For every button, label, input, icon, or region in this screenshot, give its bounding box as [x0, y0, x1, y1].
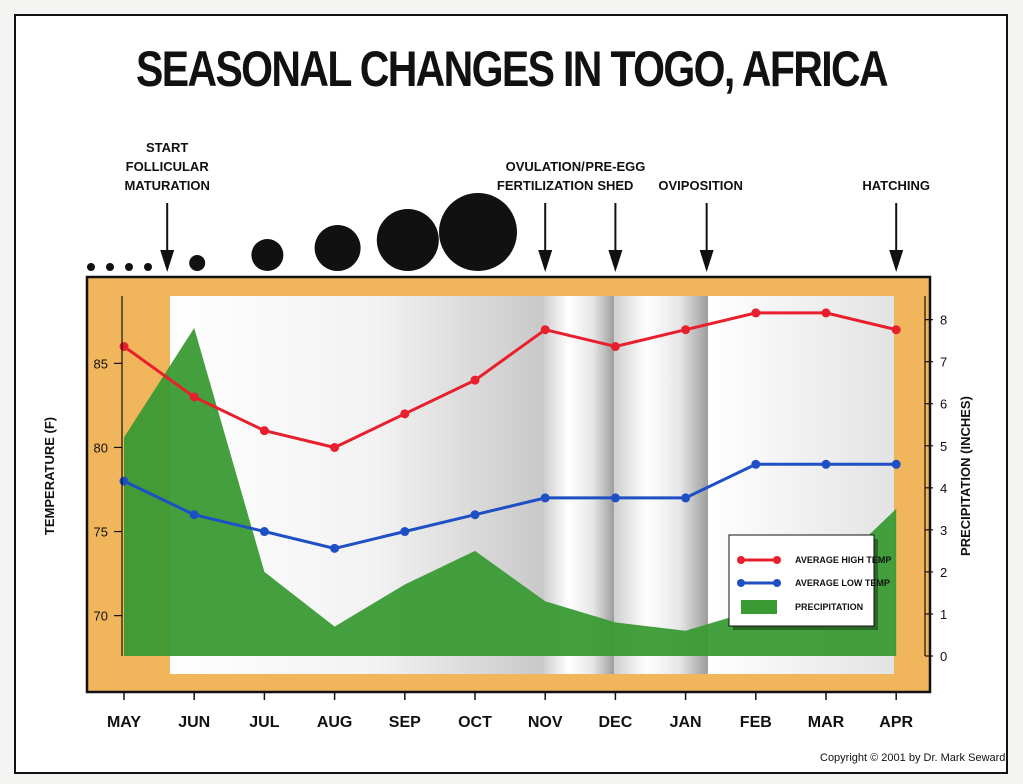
- x-tick-label: JAN: [670, 714, 702, 731]
- follicle-circle: [251, 239, 284, 271]
- follicle-dot: [87, 263, 95, 271]
- high-temp-point: [821, 308, 831, 318]
- low-temp-point: [470, 510, 480, 520]
- event-label: PRE-EGG SHED: [585, 157, 645, 195]
- event-label-line: START: [145, 140, 189, 155]
- event-arrow-head: [699, 250, 714, 272]
- y2-tick-label: 1: [940, 607, 947, 622]
- x-tick-label: OCT: [458, 714, 492, 731]
- event-label: HATCHING: [862, 176, 930, 195]
- y2-tick-label: 2: [940, 565, 947, 580]
- y2-tick-label: 5: [940, 439, 947, 454]
- high-temp-point: [751, 308, 761, 318]
- follicle-circle: [376, 209, 439, 271]
- y2-tick-label: 3: [940, 523, 947, 538]
- low-temp-point: [189, 510, 199, 520]
- event-label: OVULATION/FERTILIZATION: [497, 157, 594, 195]
- follicle-circles: [87, 193, 517, 271]
- y-axis-title: TEMPERATURE (F): [42, 417, 57, 535]
- y-tick-label: 85: [94, 356, 108, 371]
- legend: AVERAGE HIGH TEMP AVERAGE LOW TEMP PRECIPI…: [728, 534, 891, 630]
- low-temp-point: [540, 493, 550, 503]
- high-temp-point: [891, 325, 901, 335]
- y2-tick-label: 8: [940, 313, 947, 328]
- low-temp-point: [119, 476, 129, 486]
- x-tick-label: JUN: [178, 714, 210, 731]
- follicle-dot: [106, 263, 114, 271]
- y-tick-label: 70: [94, 609, 108, 624]
- x-tick-label: SEP: [389, 714, 421, 731]
- x-tick-label: MAR: [808, 714, 845, 731]
- copyright: Copyright © 2001 by Dr. Mark Seward: [820, 752, 1006, 764]
- event-arrow-head: [538, 250, 553, 272]
- event-arrow-head: [889, 250, 904, 272]
- y2-tick-label: 4: [940, 481, 947, 496]
- y2-tick-label: 6: [940, 397, 947, 412]
- temperature-lines: [119, 308, 901, 553]
- x-tick-label: FEB: [740, 714, 772, 731]
- low-temp-point: [681, 493, 691, 503]
- low-temp-point: [891, 459, 901, 469]
- low-temp-point: [821, 459, 831, 469]
- event-arrows: [160, 203, 904, 272]
- legend-swatch: [741, 600, 777, 614]
- event-label-line: FERTILIZATION: [496, 178, 594, 193]
- legend-marker: [737, 579, 745, 587]
- low-temp-point: [751, 459, 761, 469]
- event-label-line: OVIPOSITION: [658, 178, 743, 193]
- x-tick-label: MAY: [107, 714, 141, 731]
- follicle-dot: [125, 263, 133, 271]
- high-temp-point: [189, 392, 199, 402]
- legend-label: AVERAGE LOW TEMP: [795, 578, 890, 588]
- x-tick-label: JUL: [249, 714, 279, 731]
- low-temp-point: [610, 493, 620, 503]
- legend-label: PRECIPITATION: [795, 602, 863, 612]
- x-tick-label: APR: [879, 714, 913, 731]
- y-tick-label: 80: [94, 440, 108, 455]
- y2-tick-label: 0: [940, 649, 947, 664]
- low-temp-point: [259, 527, 269, 537]
- follicle-dot: [144, 263, 152, 271]
- event-label-line: OVULATION/: [505, 159, 585, 174]
- high-temp-point: [540, 325, 550, 335]
- legend-label: AVERAGE HIGH TEMP: [795, 555, 891, 565]
- legend-marker: [773, 579, 781, 587]
- high-temp-point: [119, 342, 129, 352]
- event-label: START FOLLICULAR MATURATION: [124, 138, 209, 195]
- axes: 70 75 80 85 0 1 2 3 4 5 6 7 8 MAY JUN JUL AUG SEP OCT NOV DE…: [42, 296, 973, 731]
- event-arrow-head: [608, 250, 623, 272]
- high-temp-point: [400, 409, 410, 419]
- event-label-line: HATCHING: [862, 178, 931, 193]
- high-temp-point: [330, 442, 340, 452]
- low-temp-point: [330, 543, 340, 553]
- high-temp-point: [610, 342, 620, 352]
- event-label-line: SHED: [597, 178, 634, 193]
- x-tick-label: AUG: [317, 714, 353, 731]
- legend-marker: [737, 556, 745, 564]
- event-arrow-head: [160, 250, 175, 272]
- event-label-line: MATURATION: [124, 178, 210, 193]
- y2-tick-label: 7: [940, 355, 947, 370]
- high-temp-point: [470, 375, 480, 385]
- event-label-line: PRE-EGG: [585, 159, 646, 174]
- plot-column: [614, 296, 708, 674]
- legend-marker: [773, 556, 781, 564]
- low-temp-line: [123, 462, 897, 550]
- low-temp-point: [400, 527, 410, 537]
- y-tick-label: 75: [94, 525, 108, 540]
- page-title: SEASONAL CHANGES IN TOGO, AFRICA: [136, 41, 889, 97]
- follicle-circle: [189, 255, 206, 271]
- event-label-line: FOLLICULAR: [125, 159, 209, 174]
- y2-axis-title: PRECIPITATION (INCHES): [958, 396, 973, 556]
- x-tick-label: DEC: [599, 714, 633, 731]
- high-temp-line: [123, 311, 897, 450]
- follicle-circle: [314, 225, 361, 271]
- follicle-circle: [439, 193, 517, 271]
- event-label: OVIPOSITION: [658, 176, 743, 195]
- high-temp-point: [681, 325, 691, 335]
- high-temp-point: [259, 426, 269, 436]
- x-tick-label: NOV: [528, 714, 563, 731]
